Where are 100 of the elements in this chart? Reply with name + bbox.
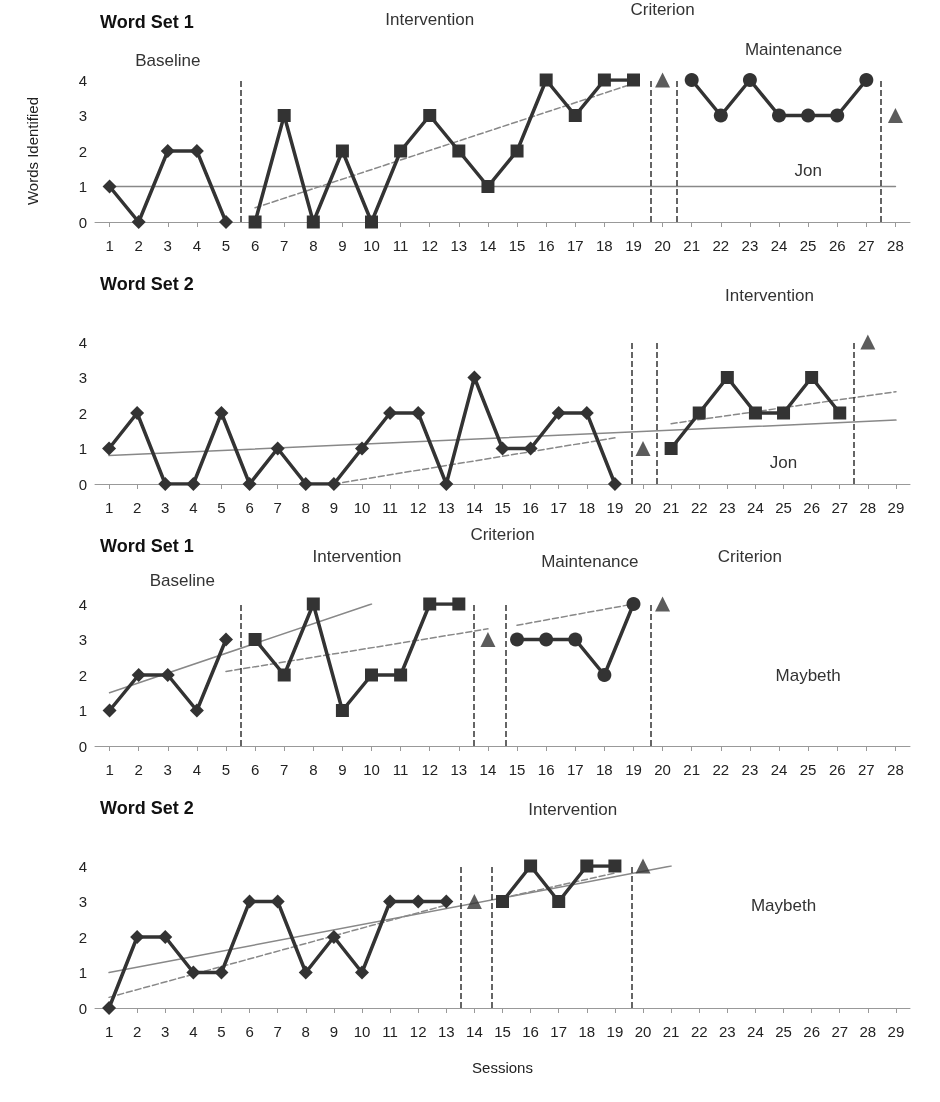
point	[495, 441, 510, 456]
point	[551, 406, 566, 420]
x-tick-label: 27	[858, 761, 875, 778]
point	[277, 668, 291, 682]
x-tick-label: 20	[634, 499, 652, 516]
x-tick-label: 19	[606, 1023, 624, 1040]
x-tick-label: 19	[625, 237, 642, 254]
x-tick-label: 29	[887, 499, 905, 516]
y-tick-label: 3	[78, 631, 87, 648]
point	[248, 633, 262, 646]
point	[467, 370, 482, 385]
y-tick-label: 0	[78, 999, 87, 1017]
x-tick-label: 24	[770, 761, 788, 778]
x-tick-label: 5	[217, 499, 226, 516]
point	[664, 442, 678, 455]
y-tick-label: 0	[78, 475, 87, 493]
x-tick-label: 3	[163, 237, 172, 254]
x-tick-label: 12	[409, 499, 427, 516]
x-tick-label: 13	[450, 237, 468, 254]
chart-title: Word Set 2	[100, 798, 194, 818]
point	[801, 108, 816, 123]
y-tick-label: 1	[78, 702, 87, 719]
x-tick-label: 9	[338, 237, 347, 254]
annotation: Jon	[769, 453, 798, 473]
y-tick-label: 1	[78, 440, 87, 457]
y-tick-label: 4	[78, 857, 87, 875]
text: Maintenance	[541, 551, 639, 571]
x-tick-label: 22	[690, 1023, 708, 1040]
x-tick-label: 14	[466, 499, 483, 516]
x-tick-label: 26	[828, 237, 846, 254]
x-tick-label: 15	[494, 499, 511, 516]
text: Intervention	[385, 10, 475, 30]
y-tick-label: 2	[78, 404, 87, 422]
point	[805, 371, 819, 384]
point	[713, 108, 728, 123]
x-tick-label: 15	[508, 237, 526, 254]
point	[860, 334, 876, 350]
x-tick-label: 7	[273, 499, 282, 516]
x-tick-label: 9	[338, 761, 347, 778]
y-tick-label: 3	[78, 893, 87, 910]
x-tick-label: 11	[382, 1023, 398, 1040]
x-tick-label: 23	[741, 761, 759, 778]
point	[510, 144, 524, 158]
point	[394, 668, 408, 682]
x-tick-label: 2	[134, 761, 143, 778]
x-tick-label: 23	[718, 499, 736, 516]
point	[186, 477, 201, 491]
x-tick-label: 14	[479, 761, 497, 778]
point	[214, 406, 229, 420]
x-tick-label: 5	[221, 761, 231, 778]
x-tick-label: 18	[578, 499, 596, 516]
x-tick-label: 5	[217, 1023, 226, 1040]
x-tick-label: 8	[301, 499, 310, 516]
point	[742, 73, 757, 87]
x-tick-label: 25	[799, 761, 817, 778]
x-tick-label: 13	[437, 499, 455, 516]
x-tick-label: 21	[662, 1023, 680, 1040]
x-tick-label: 8	[301, 1023, 310, 1040]
point	[423, 597, 437, 611]
point	[597, 668, 612, 682]
y-tick-label: 3	[78, 369, 87, 386]
x-tick-label: 27	[858, 237, 875, 254]
x-tick-label: 6	[245, 1023, 254, 1040]
x-tick-label: 18	[596, 237, 613, 254]
point	[552, 895, 566, 908]
x-tick-label: 16	[537, 237, 555, 254]
x-tick-label: 11	[392, 237, 409, 254]
point	[189, 703, 204, 718]
point	[720, 371, 734, 384]
point	[607, 477, 622, 491]
x-tick-label: 1	[105, 237, 114, 254]
point	[539, 73, 553, 87]
x-tick-label: 17	[550, 1023, 568, 1040]
x-tick-label: 3	[163, 761, 172, 778]
x-tick-label: 2	[132, 499, 142, 516]
y-tick-label: 1	[78, 964, 87, 981]
point	[439, 477, 454, 491]
x-tick-label: 5	[221, 237, 231, 254]
point	[626, 597, 641, 611]
x-tick-label: 28	[887, 237, 904, 254]
point	[189, 144, 204, 158]
point	[326, 930, 341, 944]
y-tick-label: 4	[78, 71, 87, 89]
point	[335, 144, 349, 158]
point	[270, 894, 285, 909]
point	[684, 73, 699, 87]
x-tick-label: 6	[245, 499, 254, 516]
x-tick-label: 13	[437, 1023, 455, 1040]
x-tick-label: 1	[104, 499, 114, 516]
point	[539, 632, 554, 647]
x-tick-label: 24	[770, 237, 788, 254]
x-tick-label: 20	[654, 761, 671, 778]
point	[298, 965, 313, 980]
point	[270, 441, 285, 456]
chart-title: Word Set 1	[100, 536, 194, 556]
x-tick-label: 9	[329, 1023, 339, 1040]
point	[748, 406, 762, 420]
point	[160, 668, 175, 682]
x-tick-label: 8	[309, 237, 318, 254]
x-tick-label: 7	[280, 237, 289, 254]
